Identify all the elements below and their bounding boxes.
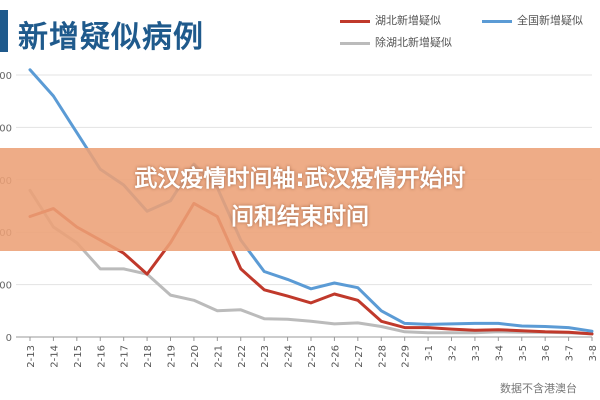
x-tick-label: 2-18 xyxy=(143,345,154,368)
chart-title: 新增疑似病例 xyxy=(18,20,204,55)
headline-line-2: 间和结束时间 xyxy=(231,204,369,230)
x-tick-label: 2-29 xyxy=(401,345,412,368)
y-tick-label: 00 xyxy=(0,281,12,292)
x-tick-label: 2-13 xyxy=(26,345,37,368)
y-tick-label: 0 xyxy=(6,333,12,344)
x-tick-label: 2-27 xyxy=(354,345,365,368)
x-tick-label: 3-4 xyxy=(494,345,505,361)
x-tick-label: 2-17 xyxy=(120,345,131,368)
headline-line-1: 武汉疫情时间轴:武汉疫情开始时 xyxy=(134,166,466,192)
x-tick-label: 3-7 xyxy=(565,345,576,361)
x-tick-label: 2-15 xyxy=(73,345,84,368)
y-tick-label: 00 xyxy=(0,123,12,134)
x-tick-label: 3-3 xyxy=(471,345,482,361)
x-tick-label: 2-22 xyxy=(237,345,248,368)
legend-item-hubei: 湖北新增疑似 xyxy=(340,12,441,28)
legend-swatch-national xyxy=(482,19,512,23)
series-line-2 xyxy=(28,188,594,336)
headline-text: 武汉疫情时间轴:武汉疫情开始时 间和结束时间 xyxy=(40,160,560,236)
legend: 湖北新增疑似 全国新增疑似 除湖北新增疑似 xyxy=(340,8,595,50)
x-tick-label: 2-26 xyxy=(330,345,341,368)
source-note: 数据不含港澳台 xyxy=(500,382,577,395)
legend-item-non-hubei: 除湖北新增疑似 xyxy=(340,34,452,50)
x-tick-label: 2-28 xyxy=(377,345,388,368)
y-tick-label: 00 xyxy=(0,71,12,82)
legend-label-non-hubei: 除湖北新增疑似 xyxy=(375,36,452,49)
x-tick-label: 3-2 xyxy=(448,345,459,361)
title-accent-bar xyxy=(0,10,8,52)
legend-swatch-hubei xyxy=(340,19,370,23)
x-tick-label: 3-8 xyxy=(588,345,599,361)
series-line-0 xyxy=(28,201,594,336)
legend-item-national: 全国新增疑似 xyxy=(482,12,583,28)
x-tick-label: 3-5 xyxy=(518,345,529,361)
x-tick-label: 2-19 xyxy=(167,345,178,368)
legend-label-national: 全国新增疑似 xyxy=(517,14,583,27)
x-tick-label: 2-20 xyxy=(190,345,201,368)
headline-banner xyxy=(0,148,600,251)
x-tick-label: 3-1 xyxy=(424,345,435,361)
x-tick-label: 2-16 xyxy=(96,345,107,368)
x-tick-label: 2-24 xyxy=(284,345,295,368)
legend-label-hubei: 湖北新增疑似 xyxy=(375,14,441,27)
x-tick-label: 2-14 xyxy=(49,345,60,368)
x-tick-label: 2-21 xyxy=(213,345,224,368)
x-tick-label: 3-6 xyxy=(541,345,552,361)
x-tick-label: 2-25 xyxy=(307,345,318,368)
legend-swatch-non-hubei xyxy=(340,41,370,45)
x-tick-label: 2-23 xyxy=(260,345,271,368)
